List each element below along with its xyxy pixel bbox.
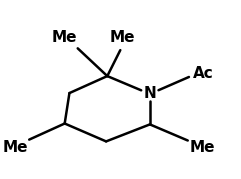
Text: Me: Me	[2, 140, 28, 155]
Text: Ac: Ac	[193, 66, 214, 81]
Text: Me: Me	[52, 30, 77, 45]
Text: Me: Me	[110, 30, 135, 45]
Text: N: N	[143, 86, 156, 101]
Text: Me: Me	[189, 140, 215, 155]
